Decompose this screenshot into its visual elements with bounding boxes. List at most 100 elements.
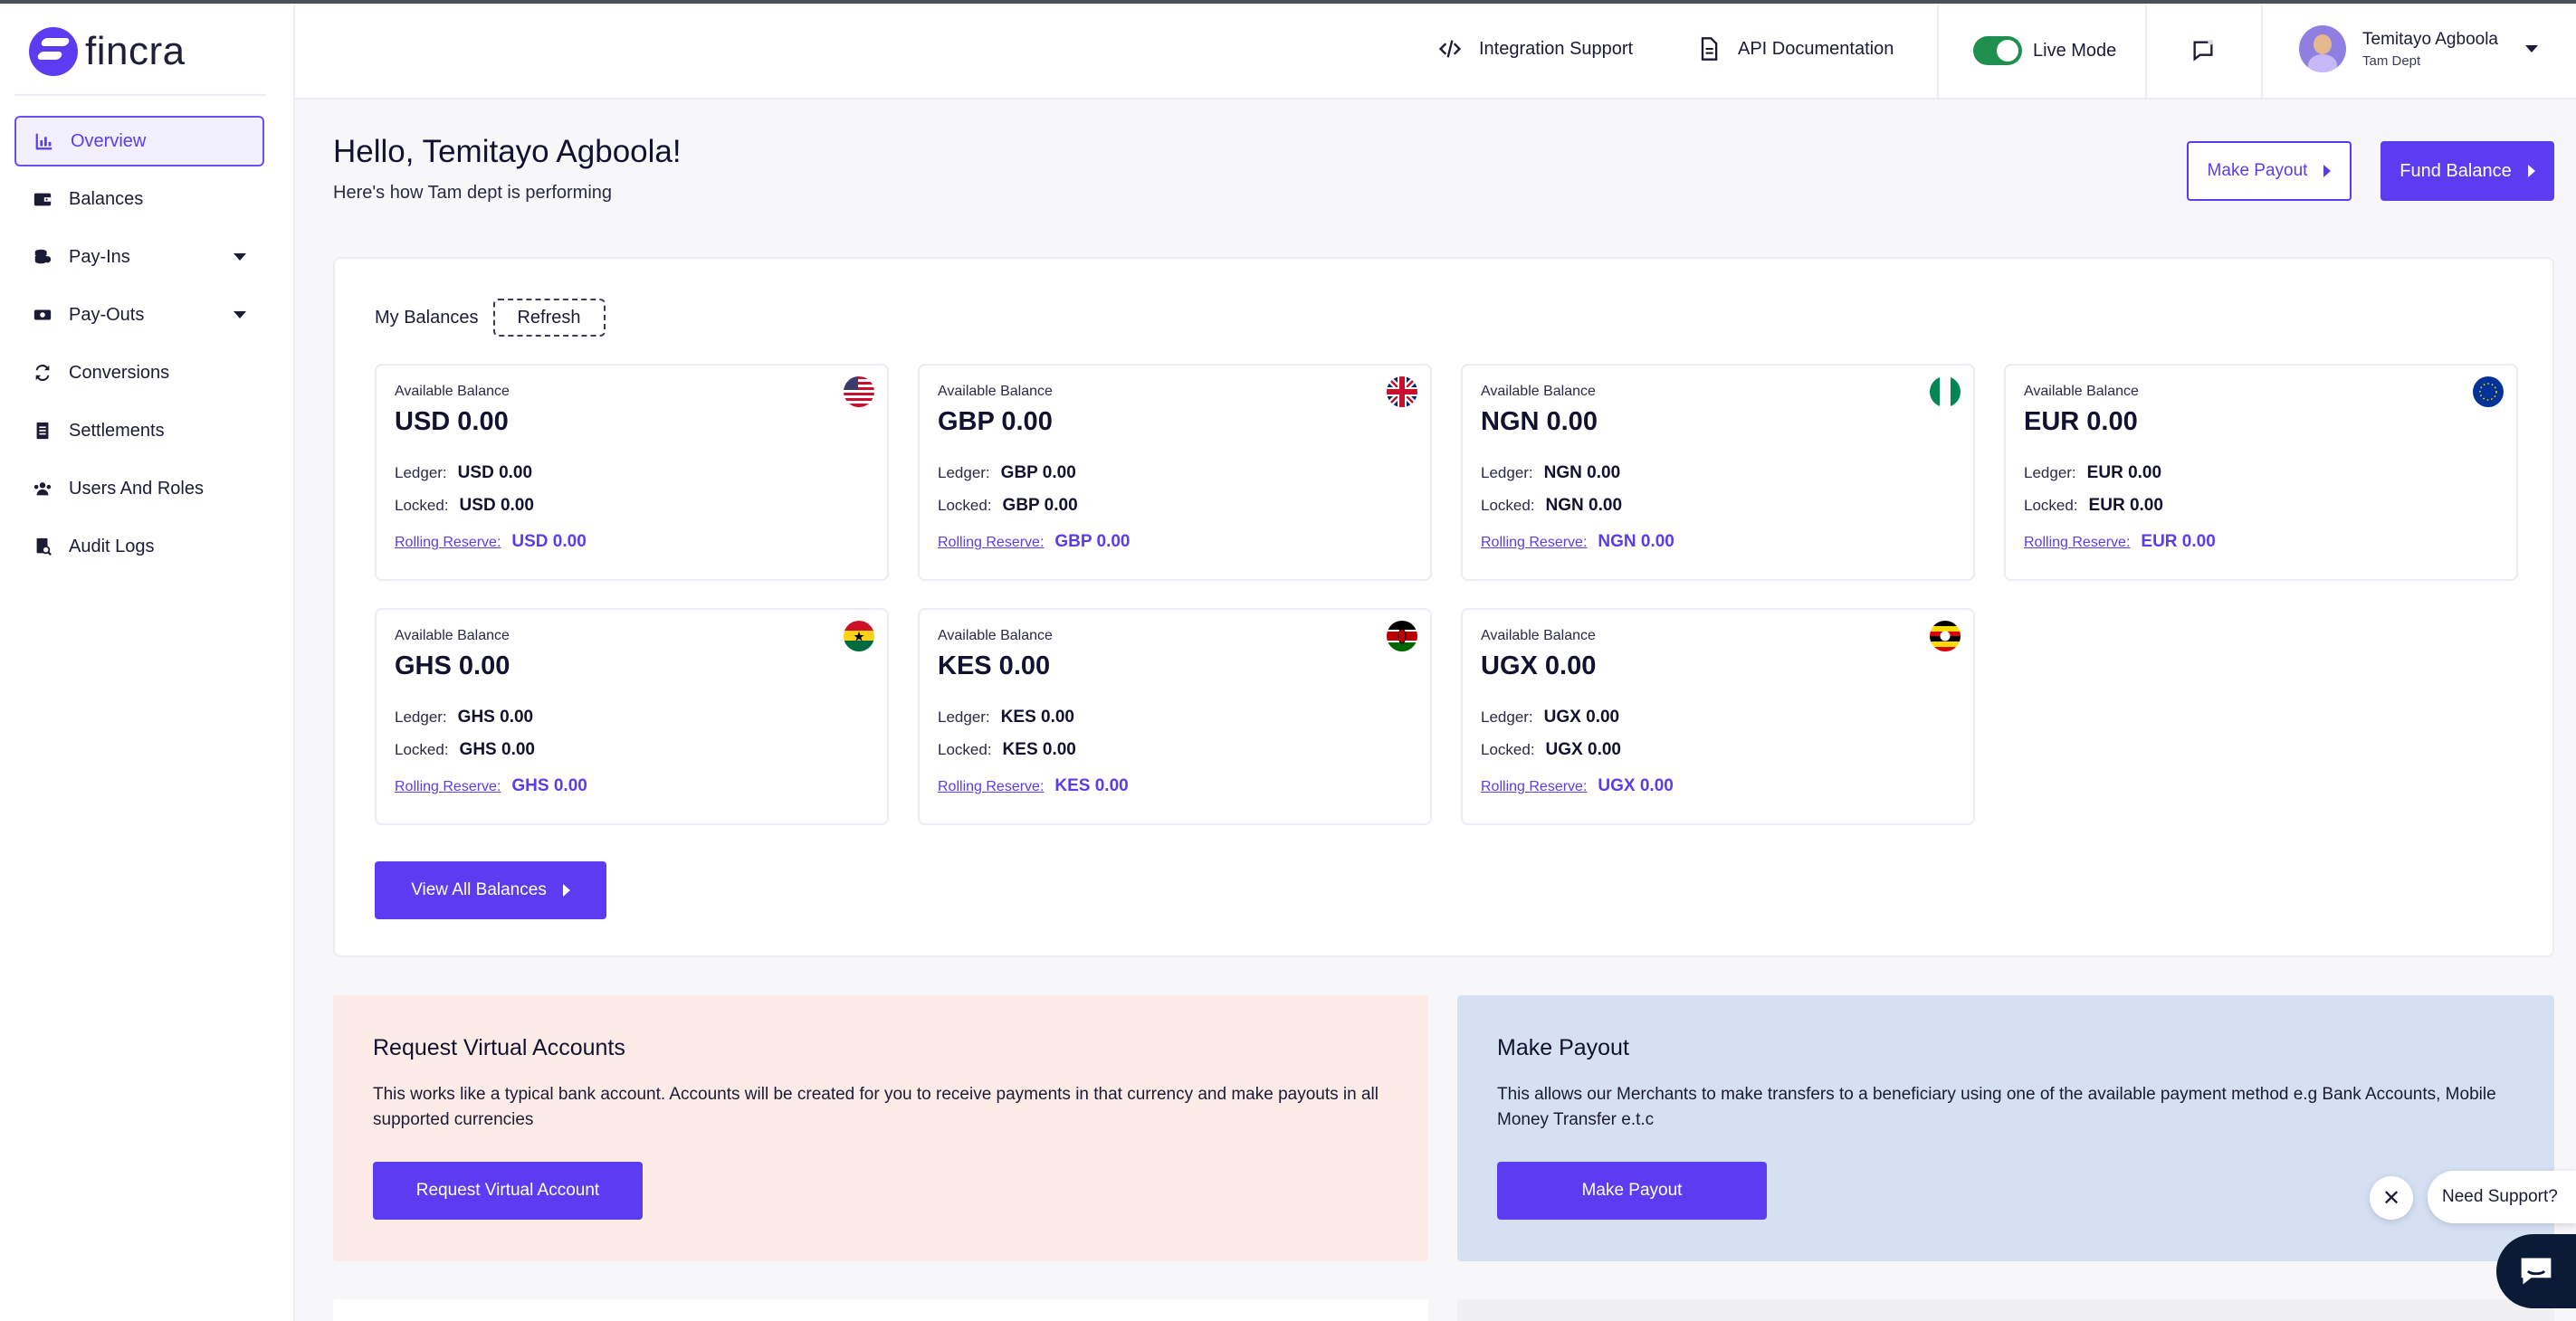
users-icon	[33, 479, 52, 499]
api-documentation-link[interactable]: API Documentation	[1696, 36, 1894, 62]
locked-label: Locked:	[938, 497, 992, 514]
rolling-reserve-value: UGX 0.00	[1598, 776, 1674, 795]
sidebar-item-label: Pay-Outs	[69, 304, 145, 325]
ledger-value: USD 0.00	[457, 463, 533, 482]
view-all-balances-label: View All Balances	[411, 880, 547, 899]
rolling-reserve-link[interactable]: Rolling Reserve:	[1481, 535, 1588, 550]
ledger-row: Ledger: UGX 0.00	[1481, 708, 1619, 727]
support-chat-button[interactable]	[2496, 1234, 2576, 1308]
available-balance-label: Available Balance	[395, 628, 510, 643]
locked-value: EUR 0.00	[2088, 496, 2163, 515]
divider	[2145, 4, 2147, 100]
rolling-reserve-value: USD 0.00	[511, 532, 587, 551]
locked-label: Locked:	[938, 741, 992, 758]
rolling-reserve-row: Rolling Reserve: NGN 0.00	[1481, 532, 1674, 552]
available-balance-amount: KES 0.00	[938, 651, 1051, 680]
ledger-label: Ledger:	[395, 708, 447, 726]
chat-notification-icon[interactable]	[2190, 38, 2216, 63]
rolling-reserve-value: KES 0.00	[1054, 776, 1129, 795]
fund-balance-button[interactable]: Fund Balance	[2380, 141, 2554, 201]
avatar	[2299, 25, 2346, 72]
rolling-reserve-link[interactable]: Rolling Reserve:	[395, 535, 501, 550]
top-header: Integration Support API Documentation Li…	[295, 4, 2576, 100]
make-payout-card: Make Payout This allows our Merchants to…	[1457, 995, 2554, 1261]
caret-right-icon	[562, 884, 570, 897]
caret-right-icon	[2527, 165, 2535, 177]
rolling-reserve-link[interactable]: Rolling Reserve:	[1481, 779, 1588, 794]
sidebar-item-balances[interactable]: Balances	[14, 174, 264, 224]
ghana-flag-icon	[844, 621, 874, 651]
sidebar-item-pay-outs[interactable]: Pay-Outs	[14, 290, 264, 340]
available-balance-label: Available Balance	[1481, 628, 1596, 643]
brand-logo[interactable]: fincra	[29, 27, 186, 76]
locked-value: KES 0.00	[1002, 740, 1076, 759]
sidebar-nav: Overview Balances Pay-Ins Pay-Outs	[14, 116, 264, 579]
coins-icon	[33, 247, 52, 267]
ledger-row: Ledger: GHS 0.00	[395, 708, 533, 727]
available-balance-label: Available Balance	[1481, 384, 1596, 399]
balance-card-ngn[interactable]: Available Balance NGN 0.00 Ledger: NGN 0.…	[1461, 364, 1975, 581]
locked-row: Locked: EUR 0.00	[2024, 496, 2163, 516]
us-flag-icon	[844, 376, 874, 407]
balance-card-ghs[interactable]: Available Balance GHS 0.00 Ledger: GHS 0.…	[375, 608, 889, 825]
need-support-bubble[interactable]: Need Support?	[2428, 1171, 2576, 1223]
rolling-reserve-link[interactable]: Rolling Reserve:	[938, 779, 1045, 794]
available-balance-amount: GHS 0.00	[395, 651, 510, 680]
locked-row: Locked: UGX 0.00	[1481, 740, 1621, 760]
balance-card-ugx[interactable]: Available Balance UGX 0.00 Ledger: UGX 0.…	[1461, 608, 1975, 825]
refresh-button[interactable]: Refresh	[492, 299, 606, 337]
eu-flag-icon	[2473, 376, 2504, 407]
rolling-reserve-row: Rolling Reserve: GBP 0.00	[938, 532, 1130, 552]
request-virtual-account-button[interactable]: Request Virtual Account	[373, 1162, 643, 1220]
rolling-reserve-row: Rolling Reserve: KES 0.00	[938, 776, 1129, 796]
card-description: This allows our Merchants to make transf…	[1497, 1085, 2496, 1129]
integration-support-label: Integration Support	[1479, 38, 1634, 59]
rolling-reserve-link[interactable]: Rolling Reserve:	[938, 535, 1045, 550]
balance-card-usd[interactable]: Available Balance USD 0.00 Ledger: USD 0.…	[375, 364, 889, 581]
sidebar-item-settlements[interactable]: Settlements	[14, 405, 264, 456]
user-name: Temitayo Agboola	[2362, 29, 2498, 49]
ledger-value: KES 0.00	[1000, 708, 1074, 727]
sidebar-item-conversions[interactable]: Conversions	[14, 347, 264, 398]
sidebar-item-audit-logs[interactable]: Audit Logs	[14, 521, 264, 572]
make-payout-label: Make Payout	[2207, 161, 2308, 180]
page-title: Hello, Temitayo Agboola!	[333, 134, 682, 169]
greeting: Hello, Temitayo Agboola! Here's how Tam …	[333, 134, 682, 204]
live-mode-toggle-group: Live Mode	[1973, 36, 2116, 65]
make-payout-button[interactable]: Make Payout	[2187, 141, 2352, 201]
chevron-down-icon[interactable]	[234, 253, 246, 261]
chevron-down-icon[interactable]	[2525, 45, 2538, 52]
ledger-row: Ledger: GBP 0.00	[938, 463, 1076, 483]
live-mode-toggle[interactable]	[1973, 36, 2022, 65]
sidebar-item-pay-ins[interactable]: Pay-Ins	[14, 232, 264, 282]
ledger-row: Ledger: NGN 0.00	[1481, 463, 1620, 483]
balance-card-gbp[interactable]: Available Balance GBP 0.00 Ledger: GBP 0.…	[918, 364, 1432, 581]
toggle-knob	[1997, 40, 2018, 62]
locked-row: Locked: KES 0.00	[938, 740, 1076, 760]
close-icon[interactable]: ✕	[2370, 1176, 2413, 1220]
rolling-reserve-link[interactable]: Rolling Reserve:	[395, 779, 501, 794]
locked-value: GHS 0.00	[459, 740, 535, 759]
rolling-reserve-link[interactable]: Rolling Reserve:	[2024, 535, 2131, 550]
integration-support-link[interactable]: Integration Support	[1437, 36, 1633, 62]
sidebar-item-label: Conversions	[69, 362, 170, 383]
exchange-icon	[33, 363, 52, 383]
balance-card-eur[interactable]: Available Balance EUR 0.00 Ledger: EUR 0.…	[2004, 364, 2518, 581]
available-balance-label: Available Balance	[395, 384, 510, 399]
next-card-preview	[333, 1299, 1428, 1321]
make-payout-card-button[interactable]: Make Payout	[1497, 1162, 1767, 1220]
sidebar-item-overview[interactable]: Overview	[14, 116, 264, 166]
sidebar-item-label: Users And Roles	[69, 478, 204, 499]
user-menu[interactable]: Temitayo Agboola Tam Dept	[2299, 25, 2538, 72]
ledger-label: Ledger:	[1481, 464, 1533, 481]
chevron-down-icon[interactable]	[234, 311, 246, 318]
document-icon	[33, 421, 52, 441]
locked-value: UGX 0.00	[1545, 740, 1621, 759]
balance-card-kes[interactable]: Available Balance KES 0.00 Ledger: KES 0.…	[918, 608, 1432, 825]
available-balance-amount: USD 0.00	[395, 407, 509, 436]
view-all-balances-button[interactable]: View All Balances	[375, 861, 606, 919]
ledger-row: Ledger: USD 0.00	[395, 463, 532, 483]
locked-label: Locked:	[2024, 497, 2078, 514]
sidebar-item-label: Settlements	[69, 420, 165, 441]
sidebar-item-users-and-roles[interactable]: Users And Roles	[14, 463, 264, 514]
